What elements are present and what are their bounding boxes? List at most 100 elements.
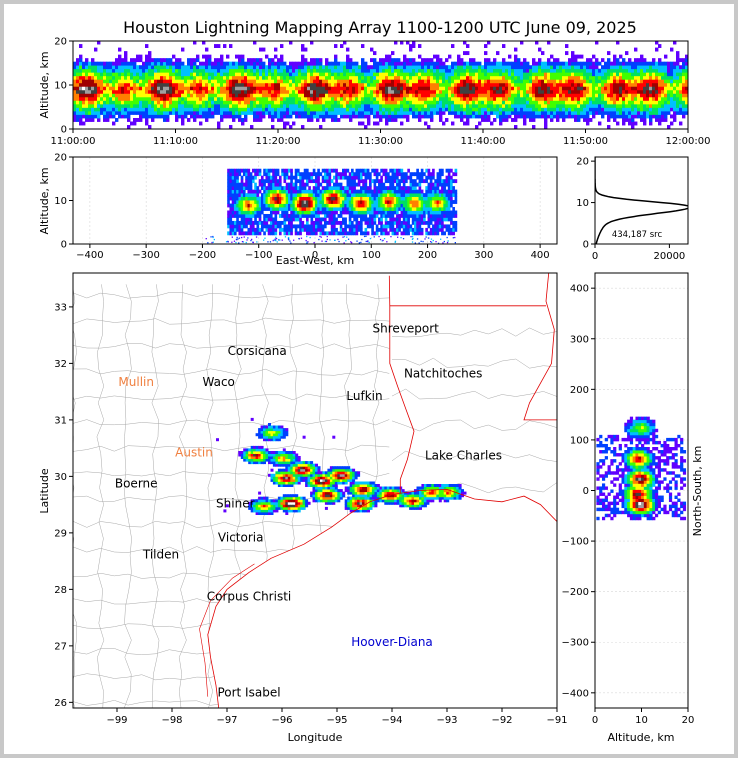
density-cell xyxy=(607,118,611,122)
density-cell xyxy=(187,72,191,77)
density-cell xyxy=(454,93,458,98)
density-cell xyxy=(529,93,533,98)
density-cell xyxy=(661,107,665,112)
density-cell xyxy=(637,79,641,84)
density-cell xyxy=(169,110,173,115)
density-cell xyxy=(379,107,383,112)
density-cell xyxy=(274,54,278,59)
density-cell xyxy=(227,182,230,187)
density-cell xyxy=(640,118,644,122)
density-cell xyxy=(424,121,428,126)
density-cell xyxy=(595,79,599,84)
density-cell xyxy=(484,86,488,91)
density-cell xyxy=(208,58,212,63)
density-cell xyxy=(388,118,392,122)
density-cell xyxy=(247,100,251,105)
density-cell xyxy=(256,89,260,94)
density-cell xyxy=(625,118,629,122)
density-cell xyxy=(661,96,665,101)
density-cell xyxy=(303,227,307,232)
density-cell xyxy=(136,79,140,84)
density-cell xyxy=(163,65,167,70)
density-cell xyxy=(538,72,542,77)
density-cell xyxy=(490,93,494,98)
density-cell xyxy=(238,72,242,77)
density-cell xyxy=(208,82,212,87)
density-cell xyxy=(190,82,194,87)
density-cell xyxy=(73,86,77,91)
density-cell xyxy=(393,193,397,197)
density-cell xyxy=(106,103,110,108)
density-cell xyxy=(250,100,254,105)
density-cell xyxy=(436,61,440,66)
density-cell xyxy=(362,210,365,215)
density-cell xyxy=(357,207,361,211)
density-cell xyxy=(547,68,551,73)
density-cell xyxy=(178,75,182,80)
density-cell xyxy=(343,110,347,115)
density-cell xyxy=(562,114,566,119)
density-cell xyxy=(299,213,302,218)
density-cell xyxy=(286,79,290,84)
density-cell xyxy=(430,110,434,115)
density-cell xyxy=(535,82,539,87)
density-cell xyxy=(324,220,327,225)
density-cell xyxy=(139,72,143,77)
density-cell xyxy=(142,107,146,112)
density-cell xyxy=(586,68,590,73)
density-cell xyxy=(361,79,365,84)
density-cell xyxy=(127,75,131,80)
density-cell xyxy=(118,103,122,108)
density-cell xyxy=(676,110,680,115)
density-cell xyxy=(268,96,272,101)
density-cell xyxy=(652,75,656,80)
density-cell xyxy=(333,168,336,173)
density-cell xyxy=(199,86,203,91)
density-cell xyxy=(352,65,356,70)
density-cell xyxy=(294,210,298,215)
density-cell xyxy=(223,86,227,91)
density-cell xyxy=(433,82,437,87)
density-cell xyxy=(398,217,401,222)
density-cell xyxy=(670,61,674,66)
density-cell xyxy=(469,86,473,91)
density-cell xyxy=(544,114,548,119)
density-cell xyxy=(229,44,233,48)
density-cell xyxy=(127,125,131,129)
density-cell xyxy=(196,54,200,59)
density-cell xyxy=(625,114,629,119)
density-cell xyxy=(112,114,116,119)
density-cell xyxy=(163,103,167,108)
density-cell xyxy=(97,100,101,105)
tick-label: 0 xyxy=(61,125,67,136)
density-cell xyxy=(294,182,298,187)
density-cell xyxy=(472,86,476,91)
density-cell xyxy=(148,107,152,112)
density-cell xyxy=(430,82,434,87)
density-cell xyxy=(319,82,323,87)
density-cell xyxy=(238,89,242,94)
density-cell xyxy=(391,82,395,87)
density-cell xyxy=(178,110,182,115)
density-cell xyxy=(79,93,83,98)
density-cell xyxy=(281,193,284,197)
density-cell xyxy=(163,110,167,115)
density-cell xyxy=(400,207,404,211)
density-cell xyxy=(409,86,413,91)
density-cell xyxy=(490,100,494,105)
density-cell xyxy=(178,72,182,77)
density-cell xyxy=(439,118,443,122)
density-cell xyxy=(586,72,590,77)
density-cell xyxy=(652,110,656,115)
density-cell xyxy=(364,82,368,87)
density-cell xyxy=(346,224,350,229)
density-cell xyxy=(250,86,254,91)
density-cell xyxy=(178,86,182,91)
density-cell xyxy=(553,110,557,115)
density-cell xyxy=(241,65,245,70)
density-cell xyxy=(274,47,278,52)
density-cell xyxy=(682,93,686,98)
density-cell xyxy=(148,86,152,91)
density-cell xyxy=(427,107,431,112)
density-cell xyxy=(508,114,512,119)
